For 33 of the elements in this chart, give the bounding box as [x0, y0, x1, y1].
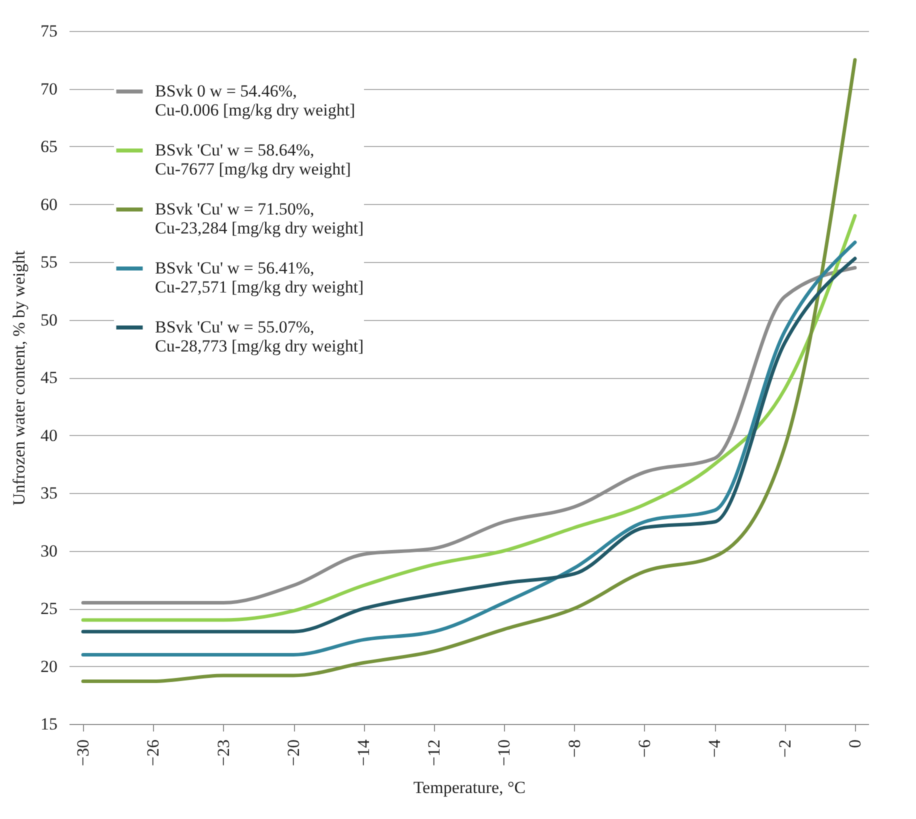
x-tick-label: −12: [424, 740, 444, 766]
y-axis-title: Unfrozen water content, % by weight: [10, 250, 28, 506]
x-tick-label: −26: [144, 740, 163, 766]
legend-label: BSvk 0 w = 54.46%, Cu-0.006 [mg/kg dry weight]: [155, 82, 356, 120]
y-tick-label: 25: [40, 599, 58, 618]
x-tick-label: −23: [214, 740, 233, 766]
y-tick-label: 50: [40, 310, 58, 330]
y-tick-label: 20: [40, 656, 58, 676]
y-tick-label: 70: [40, 79, 58, 98]
line-series: [81, 58, 857, 684]
y-tick-label: 60: [40, 194, 58, 214]
y-tick-label: 40: [40, 426, 58, 445]
y-tick-label: 75: [40, 22, 58, 40]
x-tick-label: −20: [284, 740, 304, 766]
y-tick-label: 45: [40, 368, 58, 387]
legend-label: BSvk 'Cu' w = 58.64%, Cu-7677 [mg/kg dry weight]: [155, 140, 351, 178]
x-tick-label: −8: [564, 740, 584, 758]
x-tick-label: −2: [775, 740, 794, 758]
x-axis-title: Temperature, °C: [413, 778, 526, 798]
x-tick-label: 0: [845, 740, 864, 748]
y-tick-label: 55: [40, 252, 58, 272]
legend-label: BSvk 'Cu' w = 56.41%, Cu-27,571 [mg/kg dry weight]: [155, 258, 364, 296]
x-tick-label: −6: [634, 740, 654, 758]
legend-label: BSvk 'Cu' w = 71.50%, Cu-23,284 [mg/kg dry weight]: [155, 200, 364, 238]
x-tick-label: −4: [705, 739, 724, 758]
y-tick-label: 65: [40, 137, 58, 156]
x-tick-label: −14: [354, 739, 374, 766]
y-tick-label: 35: [40, 484, 58, 502]
x-tick-label: −10: [494, 740, 514, 766]
x-tick-label: −30: [74, 740, 93, 766]
y-tick-label: 30: [40, 541, 58, 560]
y-tick-label: 15: [40, 714, 58, 734]
legend-label: BSvk 'Cu' w = 55.07%, Cu-28,773 [mg/kg dry weight]: [155, 318, 364, 356]
